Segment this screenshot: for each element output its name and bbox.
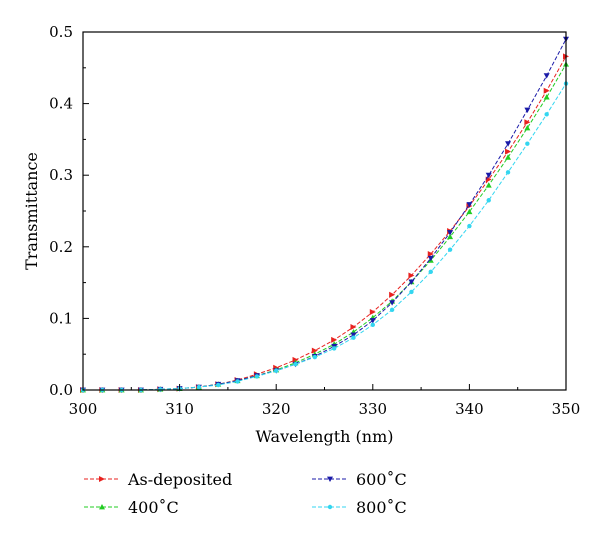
- x-tick-label: 310: [165, 400, 194, 418]
- y-axis-label: Transmittance: [22, 152, 41, 270]
- x-axis-label: Wavelength (nm): [255, 427, 393, 446]
- series-2: [80, 36, 569, 393]
- data-point: [389, 307, 395, 313]
- data-point: [505, 141, 512, 147]
- series-0: [80, 53, 569, 393]
- data-point: [505, 170, 511, 175]
- data-point: [447, 247, 453, 252]
- data-point: [427, 255, 434, 262]
- data-point: [524, 107, 531, 114]
- data-point: [543, 94, 550, 100]
- data-point: [485, 182, 492, 188]
- data-point: [216, 382, 221, 388]
- x-tick-label: 350: [552, 400, 581, 418]
- plot-area: [80, 36, 569, 393]
- data-point: [447, 233, 454, 240]
- data-point: [543, 73, 550, 79]
- data-point: [427, 250, 434, 257]
- data-point: [350, 332, 357, 338]
- legend-label: 600˚C: [356, 470, 407, 489]
- legend-swatch-marker: [99, 504, 105, 510]
- series-line: [83, 83, 567, 391]
- data-point: [369, 318, 376, 324]
- data-point: [408, 279, 415, 285]
- y-tick-label: 0.1: [49, 309, 73, 327]
- legend-swatch-marker: [327, 504, 333, 510]
- legend-swatch-marker: [327, 476, 333, 482]
- legend-item-1: 400˚C: [84, 498, 179, 517]
- x-tick-label: 300: [69, 400, 98, 418]
- legend: As-deposited 400˚C 600˚C 800˚C: [84, 470, 407, 517]
- data-point: [389, 291, 396, 298]
- legend-item-3: 800˚C: [312, 498, 407, 517]
- data-point: [369, 308, 376, 315]
- data-point: [525, 141, 530, 146]
- data-point: [389, 300, 396, 306]
- data-point: [447, 230, 454, 236]
- data-point: [543, 87, 550, 94]
- data-point: [505, 154, 512, 160]
- data-point: [409, 289, 414, 295]
- plot-frame: [82, 31, 567, 391]
- data-point: [331, 346, 337, 351]
- legend-label: As-deposited: [127, 470, 232, 489]
- data-point: [466, 202, 473, 208]
- data-point: [254, 374, 260, 379]
- data-point: [158, 387, 163, 392]
- y-tick-label: 0.2: [49, 238, 73, 256]
- data-point: [485, 172, 492, 179]
- data-point: [312, 354, 318, 360]
- legend-swatch-marker: [99, 476, 105, 482]
- x-tick-label: 320: [262, 400, 291, 418]
- legend-label: 400˚C: [128, 498, 179, 517]
- data-point: [428, 269, 433, 275]
- data-point: [350, 323, 357, 330]
- axes: 300 310 320 330 340 350 0.0 0.1 0.2 0.3 0.4 0.5: [49, 23, 580, 418]
- data-point: [524, 119, 531, 126]
- data-point: [351, 335, 356, 340]
- data-point: [370, 322, 375, 328]
- y-tick-label: 0.3: [49, 166, 73, 184]
- data-point: [235, 379, 240, 384]
- series-line: [83, 38, 567, 391]
- data-point: [466, 208, 473, 215]
- series-line: [83, 63, 567, 391]
- data-point: [408, 272, 415, 279]
- data-point: [196, 384, 202, 390]
- data-point: [274, 368, 279, 373]
- data-point: [524, 124, 531, 131]
- y-tick-label: 0.5: [49, 23, 73, 41]
- data-point: [293, 362, 298, 367]
- legend-item-2: 600˚C: [312, 470, 407, 489]
- legend-label: 800˚C: [356, 498, 407, 517]
- data-point: [467, 223, 472, 229]
- data-point: [544, 112, 549, 117]
- series-1: [80, 61, 569, 393]
- data-point: [486, 198, 491, 203]
- x-tick-label: 330: [358, 400, 387, 418]
- series-line: [83, 56, 567, 391]
- x-tick-label: 340: [455, 400, 484, 418]
- y-tick-label: 0.0: [49, 381, 73, 399]
- legend-item-0: As-deposited: [84, 470, 232, 489]
- data-point: [311, 347, 318, 354]
- data-point: [505, 148, 512, 155]
- y-tick-label: 0.4: [49, 95, 73, 113]
- data-point: [331, 336, 338, 343]
